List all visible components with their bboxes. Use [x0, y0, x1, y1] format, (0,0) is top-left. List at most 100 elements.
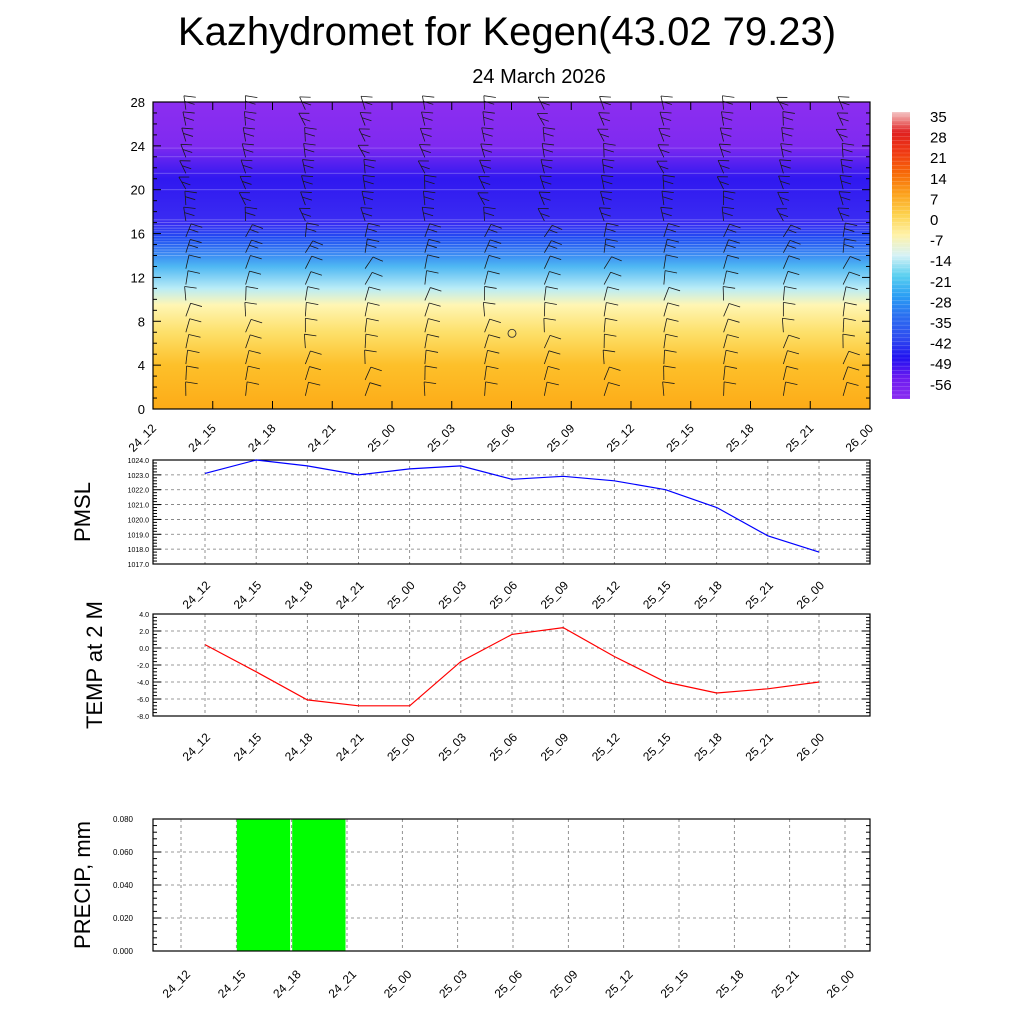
wind-barb-staff [663, 254, 667, 269]
wind-barb-staff [363, 159, 366, 174]
wind-barb-staff [537, 208, 545, 222]
wind-barb-staff [304, 271, 312, 285]
wind-barb-flag [482, 132, 493, 137]
wind-barb-flag [609, 366, 621, 371]
precip-bar [236, 819, 291, 951]
wind-barb-flag [303, 164, 314, 169]
wind-barb-staff [721, 206, 725, 222]
wind-barb-staff [422, 95, 426, 110]
wind-barb-flag [839, 212, 850, 217]
wind-barb-staff [839, 175, 844, 190]
precip-bar [292, 819, 346, 951]
wind-barb-staff [364, 238, 368, 253]
wind-barb-staff [723, 365, 726, 380]
chart-title: Kazhydromet for Kegen(43.02 79.23) [177, 10, 837, 54]
wind-barb-staff [304, 366, 310, 381]
heatmap-xtick-label: 26_00 [843, 421, 877, 455]
wind-barb-flag [844, 228, 855, 232]
wind-barb-flag [552, 224, 563, 230]
heatmap-ytick-label: 16 [131, 227, 145, 242]
wind-barb-staff [484, 350, 488, 365]
wind-barb-staff [657, 144, 665, 158]
wind-barb-flag [363, 158, 376, 162]
wind-barb-flag [310, 271, 323, 276]
wind-barb-flag [309, 245, 319, 250]
wind-barb-staff [663, 287, 670, 301]
wind-barb-flag [610, 271, 622, 277]
wind-barb-staff [539, 175, 545, 190]
wind-barb-staff [484, 334, 490, 349]
wind-barb-flag [249, 270, 262, 275]
wind-barb-flag [782, 111, 795, 114]
wind-barb-flag [424, 381, 437, 385]
wind-barb-flag [487, 349, 500, 354]
wind-barb-staff [424, 223, 431, 237]
wind-barb-flag [728, 318, 740, 323]
wind-barb-flag [430, 287, 442, 292]
wind-barb-staff [723, 239, 730, 253]
wind-barb-staff [424, 334, 428, 349]
wind-barb-flag [427, 228, 438, 233]
wind-barb-staff [543, 286, 547, 301]
wind-barb-staff [178, 176, 187, 190]
wind-barb-staff [723, 270, 727, 285]
temp-ytick-label: -2.0 [137, 663, 149, 670]
wind-barb-staff [179, 160, 187, 174]
wind-barb-staff [478, 176, 485, 190]
wind-barb-staff [723, 350, 727, 365]
wind-barb-flag [361, 117, 372, 122]
wind-barb-staff [245, 350, 250, 365]
wind-barb-flag [486, 365, 499, 370]
wind-barb-flag [780, 143, 793, 146]
wind-barb-flag [306, 228, 317, 232]
wind-barb-flag [661, 117, 672, 121]
wind-barb-staff [245, 319, 252, 333]
wind-barb-flag [782, 132, 793, 137]
wind-barb-flag [784, 286, 797, 290]
wind-barb-staff [603, 366, 610, 381]
wind-barb-flag [659, 111, 672, 114]
colorbar-label: -21 [930, 274, 952, 291]
wind-barb-flag [483, 206, 496, 210]
wind-barb-staff [245, 366, 249, 381]
wind-barb-staff [300, 191, 306, 206]
wind-barb-flag [484, 286, 497, 289]
temp-xtick-label: 24_18 [282, 730, 316, 764]
wind-barb-staff [603, 302, 607, 317]
wind-barb-flag [664, 349, 677, 353]
wind-barb-flag [245, 95, 258, 99]
temp-ytick-label: -4.0 [137, 680, 149, 687]
wind-barb-flag [252, 224, 264, 229]
wind-barb-flag [778, 175, 790, 178]
wind-barb-flag [480, 197, 490, 202]
colorbar-label: 35 [930, 109, 947, 126]
wind-barb-flag [361, 133, 371, 138]
wind-barb-flag [487, 270, 500, 275]
wind-barb-flag [310, 350, 322, 355]
wind-barb-staff [305, 256, 313, 269]
wind-barb-flag [838, 96, 850, 98]
wind-barb-staff [600, 191, 605, 206]
wind-barb-flag [781, 148, 792, 153]
wind-barb-flag [186, 365, 199, 369]
precip-xtick-label: 25_18 [713, 967, 747, 1001]
wind-barb-flag [721, 111, 734, 114]
wind-barb-flag [361, 191, 374, 193]
wind-barb-flag [244, 132, 255, 137]
wind-barb-flag [603, 142, 616, 146]
wind-barb-flag [426, 349, 439, 353]
wind-barb-staff [540, 159, 545, 174]
wind-barb-flag [606, 302, 619, 306]
temp-grid [153, 614, 870, 716]
wind-barb-flag [242, 181, 252, 185]
wind-barb-flag [841, 180, 852, 185]
wind-barb-staff [541, 143, 545, 158]
colorbar-label: -49 [930, 356, 952, 373]
wind-barb-flag [300, 191, 312, 193]
wind-barb-staff [185, 334, 190, 349]
wind-barb-flag [844, 302, 857, 306]
wind-barb-flag [185, 196, 196, 201]
wind-barb-flag [188, 244, 199, 249]
wind-barb-staff [484, 270, 489, 285]
wind-barb-flag [312, 240, 324, 246]
